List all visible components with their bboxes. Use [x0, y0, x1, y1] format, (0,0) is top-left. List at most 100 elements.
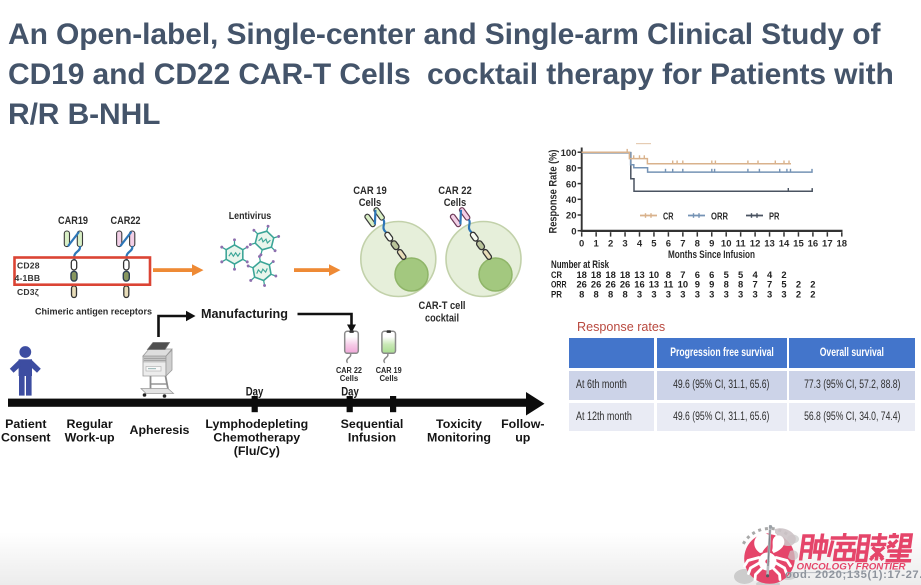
svg-text:Infusion: Infusion	[348, 431, 396, 445]
svg-text:2: 2	[796, 279, 801, 290]
svg-text:0: 0	[579, 239, 584, 250]
svg-text:Chimeric antigen receptors: Chimeric antigen receptors	[35, 307, 152, 318]
svg-text:CAR19: CAR19	[58, 215, 88, 227]
svg-text:4: 4	[752, 269, 758, 280]
svg-text:3: 3	[781, 288, 786, 299]
svg-text:Day: Day	[341, 384, 359, 398]
svg-text:16: 16	[634, 279, 644, 290]
svg-text:2: 2	[810, 288, 815, 299]
svg-text:11: 11	[736, 239, 747, 250]
svg-text:2: 2	[810, 279, 815, 290]
svg-text:10: 10	[678, 279, 688, 290]
svg-text:3: 3	[752, 288, 757, 299]
svg-text:Follow-: Follow-	[501, 417, 544, 431]
svg-text:ORR: ORR	[551, 279, 567, 290]
svg-text:3: 3	[666, 288, 671, 299]
svg-text:4: 4	[767, 269, 773, 280]
svg-text:3: 3	[738, 288, 743, 299]
svg-text:Monitoring: Monitoring	[427, 431, 491, 445]
svg-text:4: 4	[637, 239, 643, 250]
svg-text:3: 3	[651, 288, 656, 299]
svg-text:Work-up: Work-up	[65, 431, 115, 445]
svg-text:18: 18	[576, 269, 586, 280]
svg-text:CAR22: CAR22	[111, 215, 141, 227]
svg-text:10: 10	[649, 269, 659, 280]
svg-text:Cells: Cells	[359, 197, 382, 209]
svg-text:7: 7	[767, 279, 772, 290]
svg-text:ORR: ORR	[711, 211, 729, 222]
svg-text:CAR 22: CAR 22	[438, 185, 472, 197]
svg-text:ood. 2020;135(1):17-27.: ood. 2020;135(1):17-27.	[785, 569, 921, 581]
svg-text:6: 6	[695, 269, 700, 280]
svg-text:18: 18	[605, 269, 615, 280]
svg-text:PR: PR	[551, 288, 562, 299]
svg-text:2: 2	[796, 288, 801, 299]
svg-text:20: 20	[566, 211, 577, 222]
svg-text:Cells: Cells	[340, 373, 359, 383]
svg-text:8: 8	[579, 288, 584, 299]
svg-text:9: 9	[695, 279, 700, 290]
svg-text:5: 5	[724, 269, 729, 280]
svg-text:up: up	[515, 431, 531, 445]
svg-text:CAR 19: CAR 19	[376, 365, 402, 375]
svg-text:13: 13	[649, 279, 659, 290]
svg-text:6: 6	[709, 269, 714, 280]
svg-text:5: 5	[651, 239, 657, 250]
svg-text:60: 60	[566, 179, 577, 190]
svg-text:Lymphodepleting: Lymphodepleting	[205, 417, 308, 431]
svg-text:Sequential: Sequential	[341, 417, 404, 431]
svg-text:Cells: Cells	[444, 197, 467, 209]
svg-text:18: 18	[837, 239, 848, 250]
svg-text:18: 18	[620, 269, 630, 280]
svg-text:13: 13	[634, 269, 644, 280]
svg-text:CD28: CD28	[17, 261, 40, 271]
svg-text:Lentivirus: Lentivirus	[229, 211, 272, 222]
svg-text:2: 2	[608, 239, 613, 250]
svg-text:8: 8	[695, 239, 700, 250]
svg-text:8: 8	[724, 279, 729, 290]
svg-text:80: 80	[566, 164, 577, 175]
svg-text:40: 40	[566, 195, 577, 206]
svg-text:26: 26	[605, 279, 615, 290]
svg-text:Number at Risk: Number at Risk	[551, 259, 610, 271]
svg-text:17: 17	[822, 239, 833, 250]
svg-text:26: 26	[576, 279, 586, 290]
svg-text:14: 14	[779, 239, 790, 250]
svg-text:Response Rate (%): Response Rate (%)	[548, 149, 560, 233]
svg-text:3: 3	[680, 288, 685, 299]
svg-text:1: 1	[594, 239, 600, 250]
svg-text:8: 8	[608, 288, 613, 299]
svg-text:26: 26	[620, 279, 630, 290]
svg-text:7: 7	[680, 239, 685, 250]
svg-text:CAR 19: CAR 19	[353, 185, 387, 197]
svg-text:12: 12	[750, 239, 761, 250]
svg-text:3: 3	[724, 288, 729, 299]
svg-text:CR: CR	[551, 269, 562, 280]
svg-text:13: 13	[764, 239, 775, 250]
svg-text:CAR-T cell: CAR-T cell	[419, 300, 466, 312]
svg-text:8: 8	[666, 269, 671, 280]
svg-text:Patient: Patient	[5, 417, 46, 431]
svg-text:Regular: Regular	[67, 417, 113, 431]
svg-text:9: 9	[709, 239, 714, 250]
svg-text:7: 7	[680, 269, 685, 280]
svg-text:Chemotherapy: Chemotherapy	[213, 431, 300, 445]
svg-text:3: 3	[637, 288, 642, 299]
svg-text:8: 8	[622, 288, 627, 299]
svg-text:Months Since Infusion: Months Since Infusion	[668, 249, 755, 261]
svg-text:16: 16	[808, 239, 819, 250]
svg-text:9: 9	[709, 279, 714, 290]
svg-text:Apheresis: Apheresis	[130, 423, 190, 437]
svg-text:10: 10	[721, 239, 732, 250]
svg-text:4-1BB: 4-1BB	[15, 273, 41, 283]
svg-text:3: 3	[767, 288, 772, 299]
svg-text:Consent: Consent	[1, 431, 51, 445]
svg-text:2: 2	[781, 269, 786, 280]
svg-text:11: 11	[663, 279, 673, 290]
svg-text:18: 18	[591, 269, 601, 280]
svg-text:Toxicity: Toxicity	[436, 417, 482, 431]
svg-text:Cells: Cells	[379, 373, 398, 383]
svg-text:ONCOLOGY FRONTIER: ONCOLOGY FRONTIER	[797, 561, 906, 572]
svg-text:15: 15	[793, 239, 804, 250]
svg-text:3: 3	[622, 239, 627, 250]
